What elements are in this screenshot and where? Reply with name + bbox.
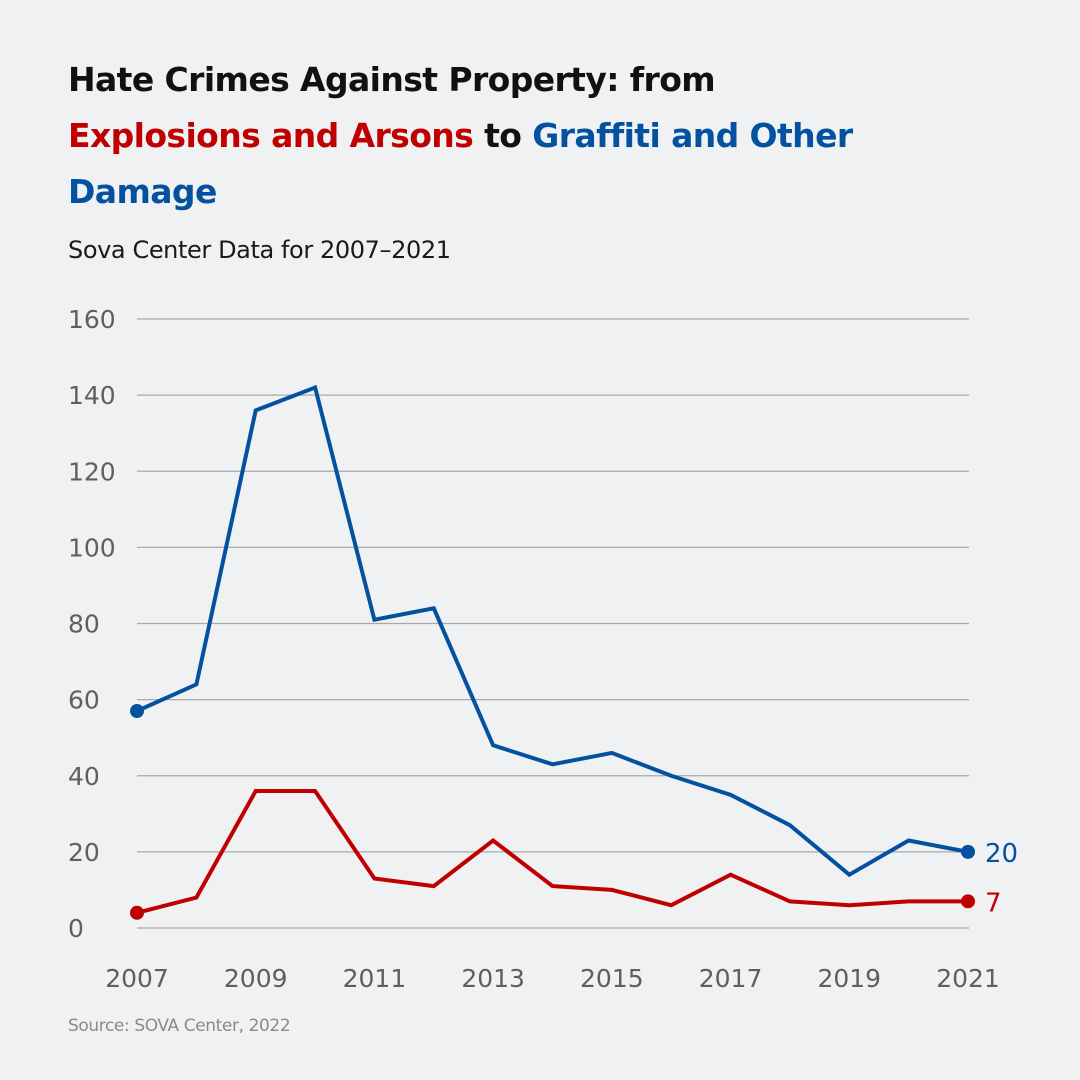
start-marker-graffiti-and-other-damage [130,704,144,719]
title-part-3: to [473,116,533,155]
x-tick-label-2007: 2007 [105,964,169,993]
title-arson-highlight: Explosions and Arsons [68,116,474,155]
title-part-1: Hate Crimes Against Property: from [68,60,716,99]
end-label-graffiti-and-other-damage: 20 [985,839,1018,869]
y-tick-label-40: 40 [68,762,100,791]
end-label-explosions-and-arsons: 7 [985,888,1002,918]
series-line-graffiti-and-other-damage [136,384,969,878]
title-graffiti-highlight: Graffiti and Other Damage [68,116,853,211]
x-tick-label-2019: 2019 [817,964,881,993]
x-axis-ticks: 2007 2009 2011 2013 2015 2017 2019 2021 [105,964,1000,993]
x-tick-label-2017: 2017 [699,964,763,993]
y-tick-label-60: 60 [68,686,100,715]
series-lines [130,384,975,920]
start-marker-explosions-and-arsons [130,905,144,920]
y-tick-label-80: 80 [68,610,100,639]
end-labels: 20 7 [985,839,1018,918]
x-tick-label-2021: 2021 [936,964,1000,993]
x-tick-label-2013: 2013 [461,964,525,993]
y-tick-label-20: 20 [68,838,100,867]
chart-subtitle: Sova Center Data for 2007–2021 [68,236,451,264]
y-tick-label-160: 160 [68,305,116,334]
gridlines [137,318,969,929]
end-marker-graffiti-and-other-damage [961,844,975,859]
x-tick-label-2011: 2011 [343,964,407,993]
source-note: Source: SOVA Center, 2022 [68,1016,291,1036]
y-tick-label-0: 0 [68,914,84,943]
end-marker-explosions-and-arsons [961,894,975,909]
x-tick-label-2015: 2015 [580,964,644,993]
y-tick-label-140: 140 [68,381,116,410]
y-tick-label-100: 100 [68,533,116,562]
x-tick-label-2009: 2009 [224,964,288,993]
y-axis-ticks: 0 20 40 60 80 100 120 140 160 [68,305,116,943]
series-line-explosions-and-arsons [136,789,968,915]
y-tick-label-120: 120 [68,457,116,486]
chart-title: Hate Crimes Against Property: from Explo… [68,52,888,220]
